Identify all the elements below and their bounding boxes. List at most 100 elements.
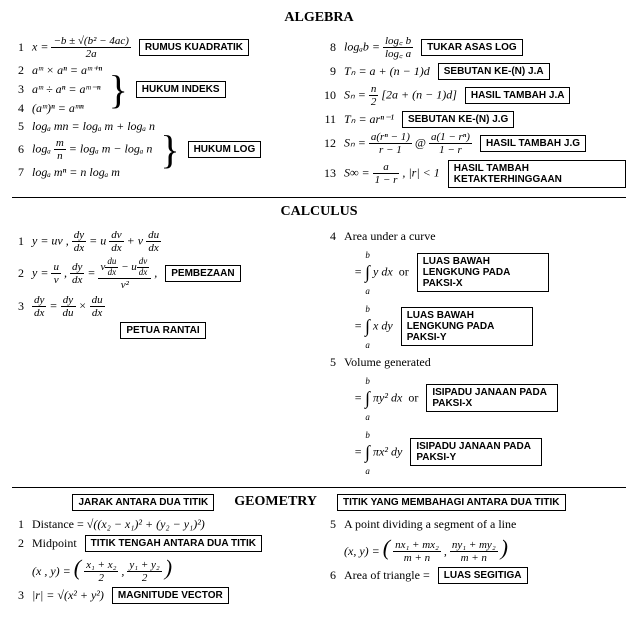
label-box: MAGNITUDE VECTOR [112, 587, 229, 604]
frac-num: n [369, 83, 379, 96]
int-upper: b [365, 430, 370, 440]
geometry-row-1: 1 Distance = √((x₂ − x₁)² + (y₂ − y₁)²) [12, 517, 314, 532]
formula: y = uv , dydx = u dvdx + v dudx [32, 229, 161, 254]
frac-num: dv [137, 257, 150, 268]
frac-num: x₁ + x₂ [84, 559, 118, 572]
formula: (x , y) = ( x₁ + x₂2 , y₁ + y₂2 ) [32, 555, 172, 585]
integral-icon: ∫ [365, 316, 370, 336]
frac-num: du [146, 229, 161, 242]
geometry-row-3: 3 |r| = √(x² + y²) MAGNITUDE VECTOR [12, 587, 314, 604]
geometry-row-5: 5 A point dividing a segment of a line [324, 517, 626, 532]
frac-num: u [51, 261, 61, 274]
item-number: 11 [324, 112, 336, 127]
formula-part: y = uv , [32, 233, 69, 247]
formula-lhs: logₐb = [344, 39, 380, 53]
item-number: 6 [324, 568, 336, 583]
formula-part: = [87, 265, 95, 279]
formula-lhs: Midpoint [32, 536, 77, 551]
frac-num: log꜀ b [383, 35, 413, 48]
label-box: TUKAR ASAS LOG [421, 39, 523, 56]
frac-num: dy [61, 294, 76, 307]
int-upper: b [365, 304, 370, 314]
frac-den: n [54, 150, 66, 162]
label-box: TITIK TENGAH ANTARA DUA TITIK [85, 535, 262, 552]
formula-part: y dx [373, 264, 393, 278]
item-number: 1 [12, 234, 24, 249]
item-number: 1 [12, 517, 24, 532]
formula-part: = [354, 318, 362, 332]
item-number: 2 [12, 536, 24, 551]
item-number: 9 [324, 64, 336, 79]
frac-num: −b ± √(b² − 4ac) [51, 35, 130, 48]
formula-or: or [408, 390, 418, 404]
frac-den: du [61, 307, 76, 319]
section-title-geometry: GEOMETRY [234, 494, 317, 510]
geometry-row-5b: (x, y) = ( nx₁ + mx₂m + n , ny₁ + my₂m +… [344, 535, 626, 565]
formula: = b∫a y dx or [354, 247, 409, 298]
label-box: HUKUM INDEKS [136, 81, 226, 98]
frac-den: log꜀ a [383, 48, 413, 60]
formula-part: = [354, 390, 362, 404]
frac-den: dx [32, 307, 46, 319]
formula-title: Area under a curve [344, 229, 436, 244]
formula: = b∫a πy² dx or [354, 373, 418, 424]
formula-part: , [64, 265, 67, 279]
item-number: 5 [324, 355, 336, 370]
label-box: HASIL TAMBAH J.G [480, 135, 586, 152]
formula-lhs: logₐ [32, 142, 51, 156]
calculus-row-1: 1 y = uv , dydx = u dvdx + v dudx [12, 229, 314, 254]
item-number: 12 [324, 136, 336, 151]
formula-part: , [154, 265, 157, 279]
item-number: 5 [324, 517, 336, 532]
geometry-row-2b: (x , y) = ( x₁ + x₂2 , y₁ + y₂2 ) [32, 555, 314, 585]
label-box: HASIL TAMBAH KETAKTERHINGGAAN [448, 160, 626, 188]
formula-part: (x , y) = [32, 564, 71, 578]
formula: Sₙ = n2 [2a + (n − 1)d] [344, 83, 457, 108]
frac-den: 2a [51, 48, 130, 60]
label-box: LUAS BAWAH LENGKUNG PADA PAKSI-X [417, 253, 549, 292]
label-box: ISIPADU JANAAN PADA PAKSI-X [426, 384, 558, 412]
formula-part: (x, y) = [344, 544, 380, 558]
geometry-row-2: 2 Midpoint TITIK TENGAH ANTARA DUA TITIK [12, 535, 314, 552]
frac-den: v [51, 274, 61, 286]
int-lower: a [365, 286, 370, 296]
item-number: 3 [12, 82, 24, 97]
formula-rhs: √((x₂ − x₁)² + (y₂ − y₁)²) [87, 517, 205, 531]
frac-den: 2 [127, 572, 161, 584]
formula-rhs: = logₐ m − logₐ n [69, 142, 153, 156]
calculus-row-5a: = b∫a πy² dx or ISIPADU JANAAN PADA PAKS… [354, 373, 626, 424]
frac-den: dx [146, 242, 161, 254]
label-box: SEBUTAN KE-(N) J.A [438, 63, 550, 80]
formula: aᵐ × aⁿ = aᵐ⁺ⁿ [32, 63, 102, 78]
formula: Distance = √((x₂ − x₁)² + (y₂ − y₁)²) [32, 517, 205, 532]
formula-part: = [49, 298, 57, 312]
int-lower: a [365, 412, 370, 422]
frac-den: v² [98, 279, 151, 291]
algebra-row-9: 9 Tₙ = a + (n − 1)d SEBUTAN KE-(N) J.A [324, 63, 626, 80]
item-number: 3 [12, 299, 24, 314]
item-number: 8 [324, 40, 336, 55]
formula-part: × [79, 298, 87, 312]
item-number: 3 [12, 588, 24, 603]
item-number: 10 [324, 88, 336, 103]
frac-den: dx [137, 268, 150, 278]
frac-den: dx [105, 268, 118, 278]
formula-part: , [121, 564, 124, 578]
item-number: 2 [12, 63, 24, 78]
frac-den: dx [72, 242, 86, 254]
frac-den: 2 [84, 572, 118, 584]
algebra-row-11: 11 Tₙ = arⁿ⁻¹ SEBUTAN KE-(N) J.G [324, 111, 626, 128]
formula-part: , [444, 544, 447, 558]
calculus-row-4b: = b∫a x dy LUAS BAWAH LENGKUNG PADA PAKS… [354, 301, 626, 352]
formula: = b∫a πx² dy [354, 427, 402, 478]
formula-lhs: Sₙ = [344, 136, 366, 150]
algebra-row-4: 4 (aᵐ)ⁿ = aᵐⁿ [12, 101, 314, 116]
algebra-row-2: 2 aᵐ × aⁿ = aᵐ⁺ⁿ [12, 63, 314, 78]
formula: logₐb = log꜀ blog꜀ a [344, 35, 413, 60]
calculus-row-5b: = b∫a πx² dy ISIPADU JANAAN PADA PAKSI-Y [354, 427, 626, 478]
integral-icon: ∫ [365, 442, 370, 462]
formula: logₐ mn = logₐ m + logₐ n [32, 119, 155, 134]
frac-den: m + n [450, 552, 498, 564]
frac-den: dx [109, 242, 123, 254]
geometry-header: JARAK ANTARA DUA TITIK GEOMETRY TITIK YA… [12, 494, 626, 511]
